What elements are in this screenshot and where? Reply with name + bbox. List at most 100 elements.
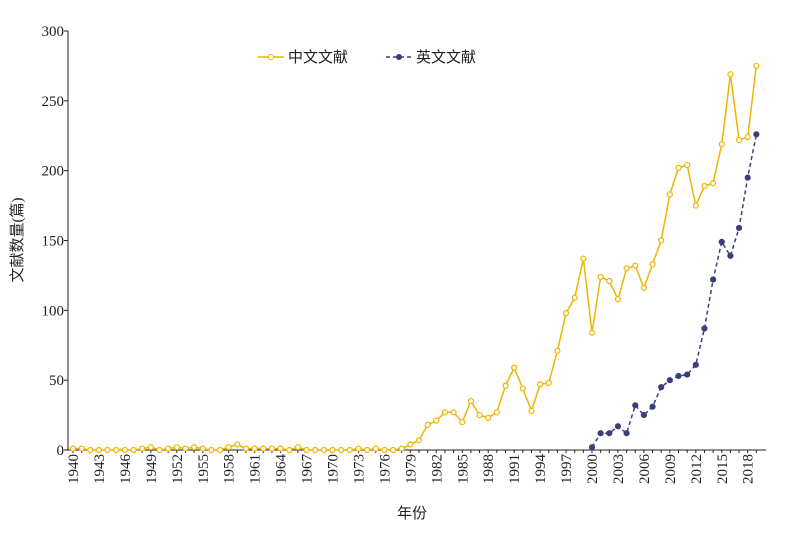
data-point [113, 446, 120, 454]
data-point [216, 446, 224, 454]
data-point [684, 371, 691, 378]
data-point [329, 446, 336, 454]
x-tick-label: 1994 [533, 454, 549, 485]
x-tick-label: 1961 [248, 454, 264, 484]
x-tick-label: 2009 [663, 454, 679, 484]
data-point [727, 252, 734, 259]
x-tick-label: 1955 [196, 454, 212, 484]
data-point [502, 382, 509, 389]
data-point [623, 265, 630, 272]
y-tick-label: 50 [49, 373, 64, 389]
data-point [415, 437, 423, 444]
data-point [588, 329, 596, 336]
x-tick-label: 1940 [66, 454, 82, 484]
x-tick-label: 1958 [222, 454, 238, 484]
data-point [459, 418, 466, 426]
y-tick-label: 150 [42, 234, 65, 250]
data-point [407, 441, 414, 448]
data-point [277, 445, 284, 452]
x-tick-label: 1985 [455, 454, 471, 484]
data-point [666, 377, 673, 384]
data-point [718, 238, 725, 245]
data-point [571, 294, 578, 301]
legend-label: 中文文献 [288, 49, 348, 66]
data-point [623, 430, 630, 437]
x-tick-label: 1979 [403, 454, 419, 484]
x-tick-label: 2015 [715, 454, 731, 484]
data-point [87, 446, 94, 454]
data-point [640, 284, 648, 292]
data-point [242, 445, 250, 452]
y-axis-label: 文献数量(篇) [8, 198, 26, 283]
data-point [493, 409, 500, 416]
data-point [562, 310, 570, 317]
data-point [476, 411, 483, 419]
data-point [312, 446, 319, 454]
data-point [632, 402, 639, 409]
y-tick-label: 100 [42, 303, 65, 319]
data-point [735, 224, 743, 232]
data-point [614, 423, 622, 430]
data-point [554, 347, 561, 354]
data-point [139, 445, 146, 452]
data-point [536, 381, 544, 388]
data-point [355, 445, 362, 452]
x-tick-label: 1952 [170, 454, 186, 484]
data-point [208, 446, 215, 454]
data-point [606, 277, 613, 285]
y-tick-label: 0 [57, 443, 65, 459]
data-point [69, 445, 77, 452]
data-point [294, 444, 301, 451]
data-point [147, 444, 154, 451]
data-point [735, 136, 743, 144]
data-point [649, 261, 656, 268]
data-point [597, 273, 604, 280]
data-point [519, 385, 526, 392]
x-tick-label: 1967 [300, 454, 316, 485]
x-tick-label: 2018 [741, 454, 757, 484]
data-point [165, 445, 172, 452]
data-point [744, 134, 751, 141]
data-point [528, 407, 535, 414]
data-point [606, 430, 613, 437]
data-point [640, 411, 648, 419]
data-point [753, 62, 760, 70]
data-point [709, 180, 717, 187]
data-point [727, 71, 734, 78]
data-point [303, 446, 310, 454]
data-point [588, 444, 596, 451]
data-point [121, 446, 129, 454]
x-axis-label: 年份 [397, 505, 427, 522]
data-point [614, 296, 622, 303]
data-point [701, 182, 708, 190]
data-point [173, 444, 180, 451]
data-point [511, 364, 518, 371]
data-point [191, 444, 198, 451]
data-point [251, 445, 258, 452]
x-tick-label: 1970 [326, 454, 342, 484]
data-point [78, 445, 85, 452]
data-point [718, 141, 725, 148]
data-point [675, 372, 682, 380]
data-point [389, 446, 397, 454]
data-point [701, 325, 708, 332]
data-point [95, 446, 103, 454]
data-point [260, 445, 267, 452]
x-tick-label: 1964 [274, 454, 290, 485]
data-point [182, 445, 189, 452]
data-point [433, 417, 440, 424]
data-point [424, 421, 431, 428]
data-point [666, 191, 673, 198]
data-point [485, 414, 492, 421]
x-tick-label: 1973 [351, 454, 367, 484]
data-point [286, 446, 293, 454]
data-point [450, 409, 457, 416]
data-point [156, 446, 163, 454]
x-tick-label: 1943 [92, 454, 108, 484]
series-line [73, 65, 758, 451]
data-point [381, 446, 388, 454]
x-tick-label: 2012 [689, 454, 705, 484]
x-tick-label: 1997 [559, 454, 575, 485]
data-point [268, 445, 276, 452]
